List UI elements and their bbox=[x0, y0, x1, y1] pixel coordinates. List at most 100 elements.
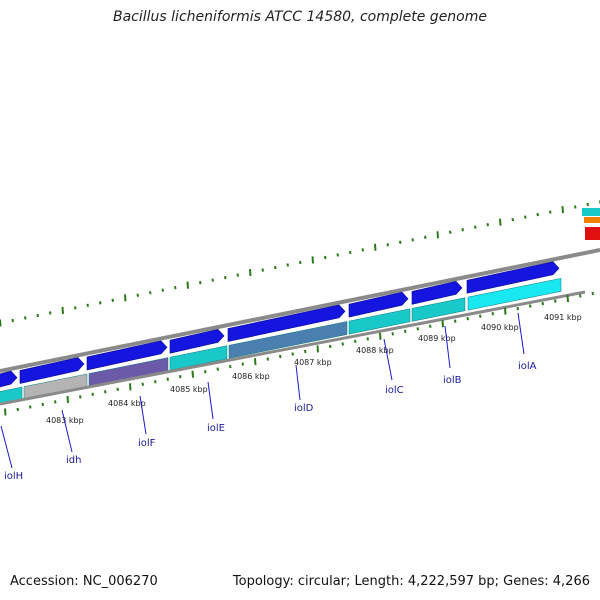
tick-mark bbox=[491, 311, 494, 316]
tick-mark bbox=[466, 317, 469, 321]
tick-mark bbox=[129, 383, 132, 391]
tick-mark bbox=[154, 380, 157, 384]
tick-mark bbox=[561, 205, 564, 214]
gene-label: iolF bbox=[138, 438, 156, 449]
tick-mark bbox=[179, 375, 182, 379]
tick-mark bbox=[191, 370, 194, 378]
tick-mark bbox=[374, 243, 377, 251]
gene-label-line bbox=[139, 395, 147, 435]
tick-mark bbox=[441, 320, 444, 328]
tick-mark bbox=[279, 354, 282, 359]
outer-tick-ring bbox=[0, 200, 600, 327]
tick-mark bbox=[241, 362, 244, 366]
tick-mark bbox=[479, 314, 482, 318]
tick-mark bbox=[236, 273, 239, 277]
tick-mark bbox=[161, 288, 164, 292]
gene-label-line bbox=[61, 409, 73, 453]
legend-block-cyan bbox=[582, 208, 600, 216]
tick-mark bbox=[216, 367, 219, 371]
cds-arrow bbox=[227, 304, 346, 342]
tick-mark bbox=[61, 306, 64, 314]
tick-mark bbox=[324, 255, 327, 260]
scale-label: 4089 kbp bbox=[418, 334, 456, 343]
tick-mark bbox=[136, 293, 139, 297]
tick-mark bbox=[386, 243, 389, 247]
tick-mark bbox=[99, 301, 102, 305]
tick-mark bbox=[41, 402, 44, 407]
cds-arrow bbox=[466, 261, 560, 294]
gene-block bbox=[169, 345, 228, 371]
cds-arrow bbox=[86, 340, 168, 371]
tick-mark bbox=[149, 291, 152, 295]
tick-mark bbox=[111, 298, 114, 302]
tick-mark bbox=[261, 268, 264, 272]
tick-mark bbox=[299, 260, 302, 265]
tick-mark bbox=[361, 248, 364, 252]
gene-label: iolA bbox=[518, 361, 537, 372]
legend-block-orange bbox=[584, 217, 600, 223]
map-title: Bacillus licheniformis ATCC 14580, compl… bbox=[113, 9, 487, 25]
tick-mark bbox=[4, 408, 7, 416]
cds-arrow bbox=[169, 328, 225, 354]
tick-mark bbox=[391, 332, 394, 336]
gene-label: iolC bbox=[385, 385, 404, 396]
tick-mark bbox=[549, 210, 552, 214]
tick-mark bbox=[591, 291, 594, 296]
tick-mark bbox=[186, 281, 189, 289]
tick-mark bbox=[104, 390, 107, 394]
gene-block bbox=[348, 308, 411, 335]
inner-tick-ring bbox=[4, 291, 594, 416]
tick-mark bbox=[541, 301, 544, 306]
tick-mark bbox=[574, 205, 577, 209]
scale-label: 4088 kbp bbox=[356, 346, 394, 355]
scale-label: 4090 kbp bbox=[481, 323, 519, 332]
tick-mark bbox=[0, 319, 2, 327]
tick-mark bbox=[304, 349, 307, 354]
tick-mark bbox=[366, 337, 369, 341]
gene-label-line bbox=[444, 325, 451, 369]
gene-label: idh bbox=[66, 455, 81, 466]
cds-arrow bbox=[348, 291, 409, 318]
tick-mark bbox=[249, 269, 252, 277]
cds-arrow bbox=[0, 370, 18, 388]
tick-mark bbox=[399, 240, 402, 244]
tick-mark bbox=[486, 223, 489, 227]
gene-label-line bbox=[517, 312, 525, 355]
tick-mark bbox=[211, 278, 214, 282]
tick-mark bbox=[511, 217, 514, 222]
tick-mark bbox=[579, 294, 582, 298]
tick-mark bbox=[449, 230, 452, 234]
genome-summary-text: Topology: circular; Length: 4,222,597 bp… bbox=[232, 574, 590, 589]
tick-mark bbox=[529, 304, 532, 308]
tick-mark bbox=[274, 265, 277, 270]
tick-mark bbox=[266, 357, 269, 361]
cds-arrow bbox=[19, 357, 85, 384]
gene-labels: iolH idh iolF iolE iolD iolC iolB iolA bbox=[0, 312, 537, 482]
scale-label: 4085 kbp bbox=[170, 385, 208, 394]
tick-mark bbox=[411, 238, 414, 242]
tick-mark bbox=[24, 316, 27, 320]
tick-mark bbox=[124, 294, 127, 302]
gene-label-line bbox=[0, 425, 13, 469]
gene-label: iolB bbox=[443, 375, 462, 386]
tick-mark bbox=[416, 327, 419, 331]
legend-blocks bbox=[582, 208, 600, 240]
tick-mark bbox=[404, 329, 407, 333]
tick-mark bbox=[504, 307, 507, 315]
tick-mark bbox=[224, 275, 227, 280]
gene-track bbox=[0, 278, 562, 405]
gene-label: iolD bbox=[294, 403, 314, 414]
tick-mark bbox=[336, 253, 339, 257]
tick-mark bbox=[199, 280, 202, 285]
tick-mark bbox=[79, 395, 82, 399]
tick-mark bbox=[379, 332, 382, 340]
tick-mark bbox=[536, 212, 539, 217]
tick-mark bbox=[586, 202, 589, 207]
tick-mark bbox=[524, 215, 527, 219]
tick-mark bbox=[204, 369, 207, 374]
tick-mark bbox=[424, 235, 427, 239]
tick-mark bbox=[311, 256, 314, 264]
scale-label: 4091 kbp bbox=[544, 313, 582, 322]
